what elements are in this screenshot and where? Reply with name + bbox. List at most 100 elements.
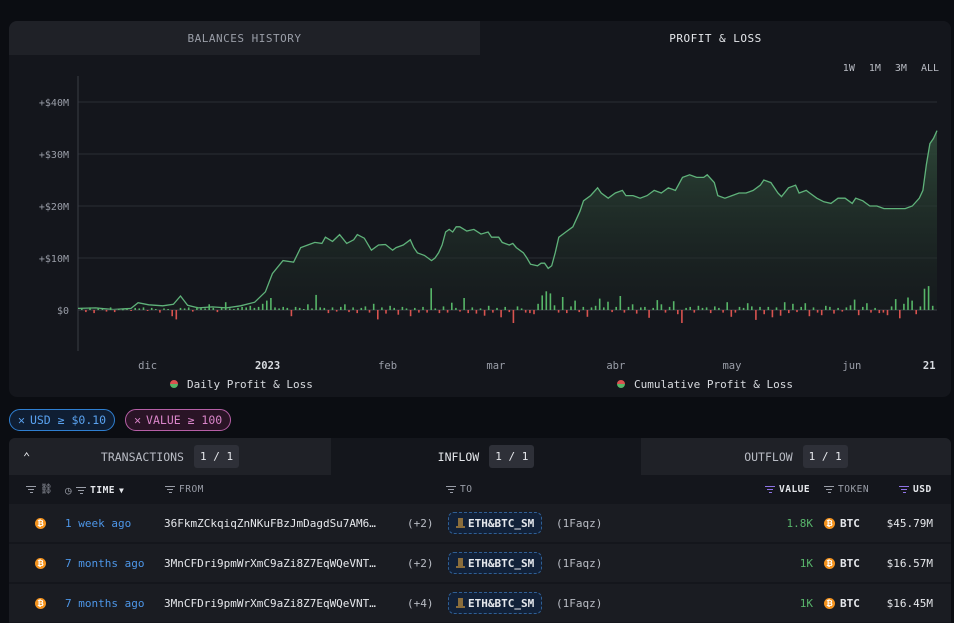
row-from-extra[interactable]: (+2) — [407, 516, 434, 530]
row-time[interactable]: 7 months ago — [65, 556, 145, 570]
daily-bar — [759, 306, 761, 310]
tab-transactions[interactable]: ⌃ TRANSACTIONS 1 / 1 — [9, 438, 331, 475]
col-token[interactable]: TOKEN — [824, 484, 869, 495]
daily-bar — [298, 307, 301, 310]
daily-bar — [640, 307, 642, 310]
row-from-extra[interactable]: (+4) — [407, 596, 434, 610]
range-3m[interactable]: 3M — [894, 63, 907, 74]
row-from-address[interactable]: 3MnCFDri9pmWrXmC9aZi8Z7EqWQeVNT… — [164, 596, 376, 610]
filter-icon — [76, 486, 87, 495]
daily-bar — [500, 310, 502, 318]
table-tabs: ⌃ TRANSACTIONS 1 / 1 INFLOW 1 / 1 OUTFLO… — [9, 438, 951, 475]
row-to-address[interactable]: (1Faqz) — [556, 596, 603, 610]
daily-bar — [648, 310, 650, 318]
daily-bar — [253, 307, 256, 310]
daily-bar — [224, 302, 227, 310]
bitcoin-icon: ₿ — [35, 517, 46, 529]
daily-bar — [101, 309, 104, 310]
daily-bar — [516, 306, 519, 310]
bitcoin-icon: ₿ — [824, 517, 835, 529]
tab-profit-loss[interactable]: PROFIT & LOSS — [480, 21, 951, 55]
daily-bar — [541, 295, 543, 310]
daily-bar — [825, 305, 827, 310]
col-value[interactable]: VALUE — [765, 484, 810, 495]
y-tick-label: $0 — [57, 306, 69, 317]
bitcoin-icon: ₿ — [824, 557, 835, 569]
table-row[interactable]: ₿ 7 months ago 3MnCFDri9pmWrXmC9aZi8Z7Eq… — [9, 584, 951, 622]
col-usd[interactable]: USD — [899, 484, 932, 495]
filter-icon — [899, 485, 909, 494]
table-row[interactable]: ₿ 1 week ago 36FkmZCkqiqZnNKuFBzJmDagdSu… — [9, 504, 951, 542]
daily-bar — [397, 310, 400, 315]
daily-bar — [389, 305, 391, 310]
row-to-entity[interactable]: ETH&BTC_SM — [448, 552, 543, 574]
row-from-address[interactable]: 3MnCFDri9pmWrXmC9aZi8Z7EqWQeVNT… — [164, 556, 376, 570]
daily-bar — [471, 307, 474, 310]
daily-bar — [619, 296, 622, 310]
daily-bar — [126, 308, 128, 310]
filter-options[interactable]: ⛓ — [26, 484, 53, 495]
daily-bar — [459, 310, 461, 312]
filter-chip-value[interactable]: ✕ VALUE ≥ 100 — [125, 409, 232, 431]
range-1w[interactable]: 1W — [842, 63, 855, 74]
tab-balances-history[interactable]: BALANCES HISTORY — [9, 21, 480, 55]
row-to-entity[interactable]: ETH&BTC_SM — [448, 512, 543, 534]
daily-bar — [886, 310, 889, 316]
range-1m[interactable]: 1M — [868, 63, 881, 74]
daily-bar — [586, 310, 589, 317]
daily-bar — [923, 288, 926, 310]
legend-label: Cumulative Profit & Loss — [634, 378, 793, 391]
x-tick-label: 2023 — [255, 360, 280, 372]
daily-bar — [175, 310, 178, 320]
daily-bar — [775, 307, 778, 310]
row-to-address[interactable]: (1Faqz) — [556, 556, 603, 570]
daily-bar — [146, 310, 149, 311]
daily-bar — [475, 310, 478, 314]
daily-bar — [607, 301, 609, 310]
col-to[interactable]: TO — [446, 484, 472, 495]
row-token[interactable]: ₿ BTC — [824, 584, 860, 622]
remove-filter-icon[interactable]: ✕ — [18, 413, 25, 427]
row-to-entity[interactable]: ETH&BTC_SM — [448, 592, 543, 614]
daily-bar — [631, 304, 634, 310]
daily-bar — [709, 310, 712, 314]
chevron-up-icon[interactable]: ⌃ — [23, 450, 31, 464]
remove-filter-icon[interactable]: ✕ — [134, 413, 142, 427]
col-time[interactable]: ◷ TIME ▼ — [65, 484, 124, 497]
daily-bar — [730, 310, 733, 317]
row-to-address[interactable]: (1Faqz) — [556, 516, 603, 530]
row-from-address[interactable]: 36FkmZCkqiqZnNKuFBzJmDagdSu7AM6… — [164, 516, 376, 530]
row-time[interactable]: 1 week ago — [65, 516, 132, 530]
row-usd: $16.45M — [886, 596, 933, 610]
range-all[interactable]: ALL — [920, 63, 939, 74]
col-usd-label: USD — [913, 484, 932, 495]
daily-bar — [200, 307, 202, 310]
tab-inflow[interactable]: INFLOW 1 / 1 — [331, 438, 641, 475]
daily-bar — [208, 304, 210, 310]
filter-chip-usd[interactable]: ✕ USD ≥ $0.10 — [9, 409, 116, 431]
x-tick-label: dic — [138, 360, 157, 372]
transactions-table: ⌃ TRANSACTIONS 1 / 1 INFLOW 1 / 1 OUTFLO… — [9, 438, 951, 623]
daily-bar — [97, 307, 99, 310]
row-token[interactable]: ₿ BTC — [824, 544, 860, 582]
daily-bar — [261, 303, 264, 310]
daily-bar — [783, 302, 786, 310]
row-time[interactable]: 7 months ago — [65, 596, 145, 610]
daily-bar — [233, 309, 235, 310]
daily-bar — [644, 306, 646, 310]
col-from[interactable]: FROM — [165, 484, 204, 495]
daily-bar — [894, 299, 897, 310]
daily-bar — [216, 310, 219, 313]
daily-bar — [792, 303, 794, 310]
row-from-extra[interactable]: (+2) — [407, 556, 434, 570]
table-row[interactable]: ₿ 7 months ago 3MnCFDri9pmWrXmC9aZi8Z7Eq… — [9, 544, 951, 582]
daily-bar — [183, 308, 186, 310]
bitcoin-icon: ₿ — [35, 597, 46, 609]
daily-bar — [533, 310, 535, 315]
daily-bar — [903, 303, 905, 310]
daily-bar — [204, 308, 206, 310]
daily-bar — [138, 308, 141, 310]
daily-bar — [81, 308, 83, 310]
row-token[interactable]: ₿ BTC — [824, 504, 860, 542]
tab-outflow[interactable]: OUTFLOW 1 / 1 — [641, 438, 951, 475]
